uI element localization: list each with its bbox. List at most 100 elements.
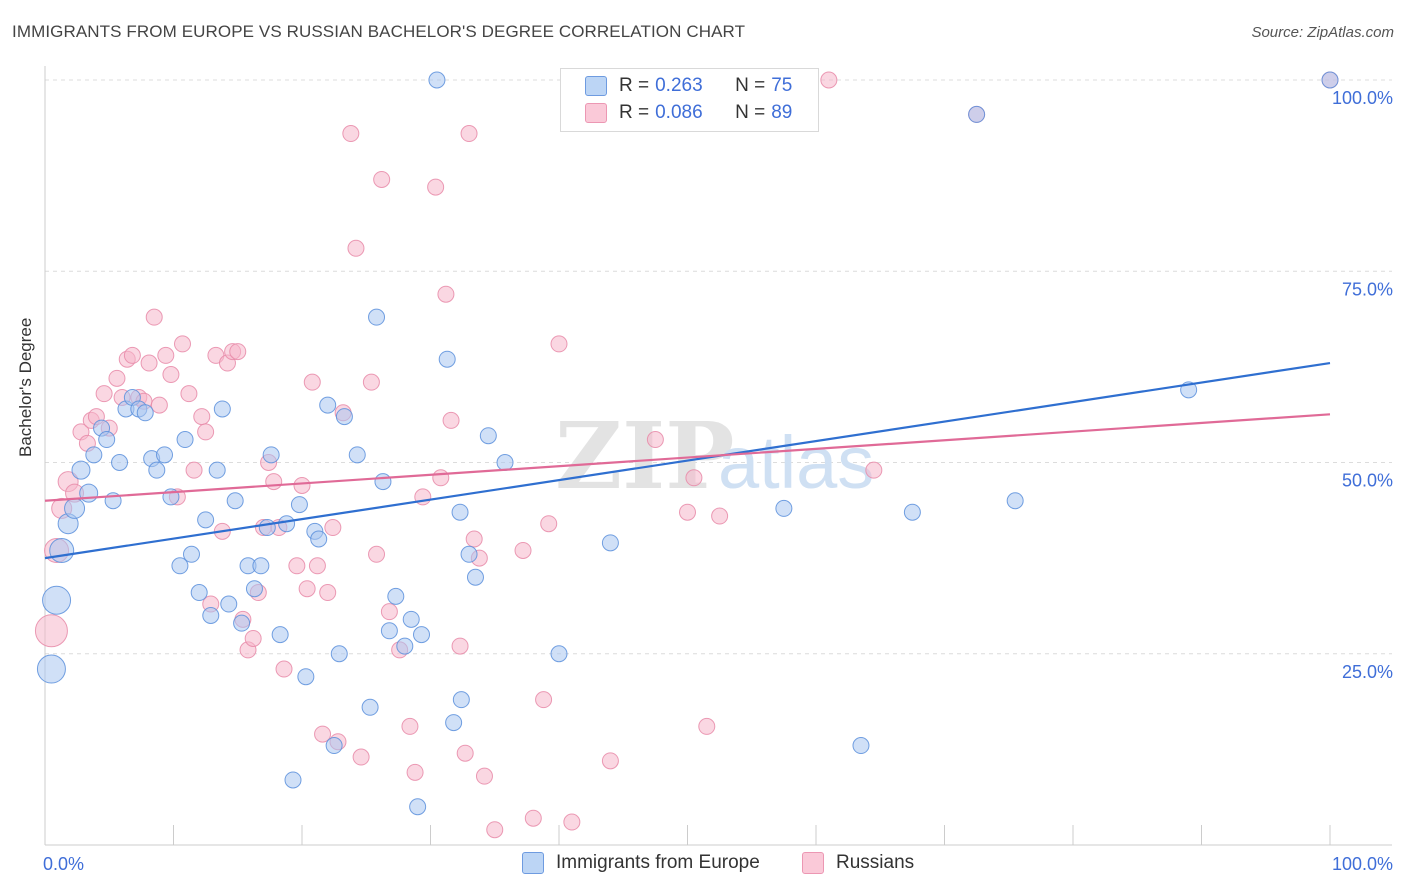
europe-point xyxy=(136,404,154,422)
europe-point xyxy=(601,534,619,552)
tick-labels: 25.0% 50.0% 75.0% 100.0% 0.0% 100.0% xyxy=(43,88,1393,874)
europe-point xyxy=(361,698,379,716)
russians-point xyxy=(432,469,450,487)
russians-point xyxy=(437,285,455,303)
europe-point xyxy=(213,400,231,418)
n-label: N = xyxy=(735,102,766,123)
legend-label: Russians xyxy=(836,852,915,873)
europe-point xyxy=(262,446,280,464)
europe-point xyxy=(968,105,986,123)
watermark-atlas: atlas xyxy=(718,421,874,504)
russians-point xyxy=(324,519,342,537)
europe-point xyxy=(368,308,386,326)
russians-point xyxy=(711,507,729,525)
legend-item-europe[interactable]: Immigrants from Europe xyxy=(522,852,760,874)
europe-point xyxy=(252,557,270,575)
europe-point xyxy=(182,545,200,563)
europe-point xyxy=(111,454,129,471)
legend-label: Immigrants from Europe xyxy=(556,852,760,873)
russians-point xyxy=(265,473,283,491)
series-legend: Immigrants from Europe Russians xyxy=(0,852,1406,878)
russians-point xyxy=(275,660,293,678)
europe-point xyxy=(202,607,220,624)
europe-point xyxy=(451,503,469,521)
stats-row-europe: R = 0.263 N = 75 xyxy=(585,73,792,99)
russians-swatch xyxy=(802,852,824,874)
russians-point xyxy=(456,744,474,762)
europe-point xyxy=(852,737,870,755)
y-tick-label: 100.0% xyxy=(1332,88,1393,108)
europe-swatch xyxy=(585,76,607,96)
russians-point xyxy=(140,354,158,372)
europe-point xyxy=(79,483,99,503)
europe-point xyxy=(396,637,414,655)
russians-point xyxy=(524,809,542,827)
russians-point xyxy=(465,530,483,548)
russians-point xyxy=(162,366,180,384)
r-label: R = xyxy=(619,75,650,96)
russians-point xyxy=(34,614,68,648)
y-tick-label: 25.0% xyxy=(1342,662,1393,682)
europe-point xyxy=(220,595,238,613)
russians-point xyxy=(293,476,311,494)
russians-swatch xyxy=(585,103,607,123)
russians-point xyxy=(427,178,445,196)
europe-point xyxy=(335,408,353,426)
russians-point xyxy=(145,308,163,326)
europe-point xyxy=(208,461,226,479)
russians-point xyxy=(535,691,553,709)
europe-point xyxy=(71,460,91,480)
europe-point xyxy=(413,626,431,644)
europe-point xyxy=(85,446,103,464)
europe-point xyxy=(176,431,194,449)
r-value: 0.086 xyxy=(655,102,703,123)
europe-point xyxy=(310,530,328,548)
europe-point xyxy=(325,737,343,755)
r-value: 0.263 xyxy=(655,75,703,96)
russians-point xyxy=(540,515,558,533)
russians-point xyxy=(347,239,365,257)
europe-point xyxy=(49,537,75,563)
europe-point xyxy=(319,396,337,414)
n-value: 75 xyxy=(771,75,793,96)
russians-point xyxy=(244,629,262,647)
russians-point xyxy=(303,373,321,391)
europe-point xyxy=(460,545,478,563)
europe-point xyxy=(284,771,302,789)
russians-point xyxy=(319,584,337,602)
europe-point xyxy=(496,454,514,471)
russians-point xyxy=(173,335,191,353)
europe-point xyxy=(466,568,484,586)
russians-point xyxy=(95,385,113,403)
russians-point xyxy=(442,411,460,429)
x-tick-label: 100.0% xyxy=(1332,854,1393,874)
europe-point xyxy=(1321,71,1339,89)
x-tick-label: 0.0% xyxy=(43,854,84,874)
stats-row-russians: R = 0.086 N = 89 xyxy=(585,100,792,126)
russians-point xyxy=(193,408,211,426)
russians-point xyxy=(298,580,316,598)
russians-point xyxy=(229,343,247,361)
europe-point xyxy=(903,503,921,521)
europe-point xyxy=(226,492,244,510)
legend-item-russians[interactable]: Russians xyxy=(802,852,914,874)
europe-swatch xyxy=(522,852,544,874)
russians-trend-line xyxy=(44,413,1331,502)
europe-point xyxy=(171,557,189,575)
europe-point xyxy=(233,614,251,632)
europe-point xyxy=(445,714,463,732)
russians-point xyxy=(308,557,326,575)
russians-point xyxy=(646,431,664,449)
russians-point xyxy=(362,373,380,391)
russians-point xyxy=(685,469,703,487)
europe-point xyxy=(374,473,392,491)
n-value: 89 xyxy=(771,102,793,123)
y-tick-label: 50.0% xyxy=(1342,471,1393,491)
russians-point xyxy=(460,125,478,143)
russians-point xyxy=(406,763,424,781)
russians-point xyxy=(352,748,370,766)
russians-point xyxy=(157,346,175,364)
russians-point xyxy=(563,813,581,831)
russians-point xyxy=(197,423,215,441)
